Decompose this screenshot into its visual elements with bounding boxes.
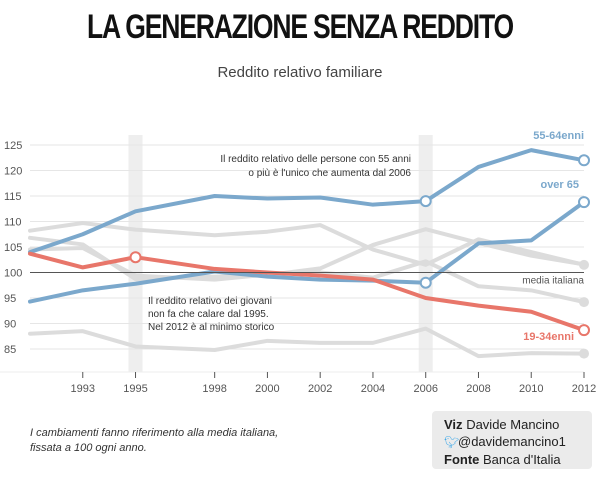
- x-tick-1995: 1995: [123, 383, 147, 395]
- marker-55-64enni-2006: [419, 195, 432, 208]
- footnote: I cambiamenti fanno riferimento alla med…: [30, 427, 279, 454]
- annotation-2-line-2: non fa che calare dal 1995.: [148, 309, 269, 320]
- marker-altra-classe-C-2012: [579, 297, 589, 308]
- source-label: Fonte: [444, 452, 480, 467]
- source-name: Banca d'Italia: [483, 452, 561, 467]
- annotation-2-line-3: Nel 2012 è al minimo storico: [148, 322, 275, 333]
- twitter-bird-icon: 🐦︎: [444, 435, 460, 449]
- y-tick-95: 95: [4, 293, 16, 305]
- y-tick-115: 115: [4, 191, 22, 203]
- x-tick-2004: 2004: [361, 383, 385, 395]
- x-tick-2002: 2002: [308, 383, 332, 395]
- series-label-19-34enni: 19-34enni: [523, 331, 574, 343]
- y-tick-110: 110: [4, 217, 22, 229]
- y-tick-125: 125: [4, 140, 22, 152]
- marker-19-34enni-1995: [129, 251, 142, 264]
- x-tick-2012: 2012: [572, 383, 596, 395]
- reference-line-label: media italiana: [522, 276, 584, 287]
- marker-altra-classe-D-2012: [579, 348, 589, 359]
- chart-svg: 125 120 115 110 105 100 95 90 85 1993 1995 1998 2000…: [0, 130, 596, 395]
- marker-over-65-2012: [578, 196, 590, 209]
- marker-altra-classe-A-2012: [579, 259, 589, 270]
- x-tick-2000: 2000: [255, 383, 279, 395]
- series-line-19-34enni: [28, 251, 586, 333]
- marker-over-65-2006: [419, 276, 432, 289]
- marker-55-64enni-2012: [578, 154, 590, 167]
- chart-title: LA GENERAZIONE SENZA REDDITO: [87, 8, 514, 46]
- y-tick-100: 100: [4, 268, 22, 280]
- series-line-altra-classe-d: [28, 326, 586, 359]
- chart-subtitle: Reddito relativo familiare: [217, 64, 383, 81]
- x-tick-2008: 2008: [466, 383, 490, 395]
- x-tick-2006: 2006: [413, 383, 437, 395]
- x-tick-1998: 1998: [202, 383, 226, 395]
- x-tick-1993: 1993: [71, 383, 95, 395]
- highlight-band-2006: [418, 135, 433, 372]
- annotation-2-line-1: Il reddito relativo dei giovani: [148, 296, 272, 307]
- y-tick-90: 90: [4, 319, 16, 331]
- annotation-1-line-2: o più è l'unico che aumenta dal 2006: [248, 168, 411, 179]
- y-tick-85: 85: [4, 344, 16, 356]
- series-label-55-64enni: 55-64enni: [533, 130, 584, 142]
- annotation-1-line-1: Il reddito relativo delle persone con 55…: [220, 154, 411, 165]
- x-tick-2010: 2010: [519, 383, 543, 395]
- viz-label: Viz: [444, 417, 463, 432]
- viz-name: Davide Mancino: [466, 417, 560, 432]
- y-tick-120: 120: [4, 166, 22, 178]
- marker-19-34enni-2012: [578, 324, 590, 337]
- twitter-handle[interactable]: @davidemancino1: [458, 434, 566, 449]
- series-line-55-64enni: [28, 148, 586, 255]
- y-tick-105: 105: [4, 242, 22, 254]
- series-label-over-65: over 65: [540, 179, 579, 191]
- credits-box: Viz Davide Mancino 🐦︎@davidemancino1 Fon…: [432, 411, 592, 469]
- series-line-over-65: [28, 200, 586, 304]
